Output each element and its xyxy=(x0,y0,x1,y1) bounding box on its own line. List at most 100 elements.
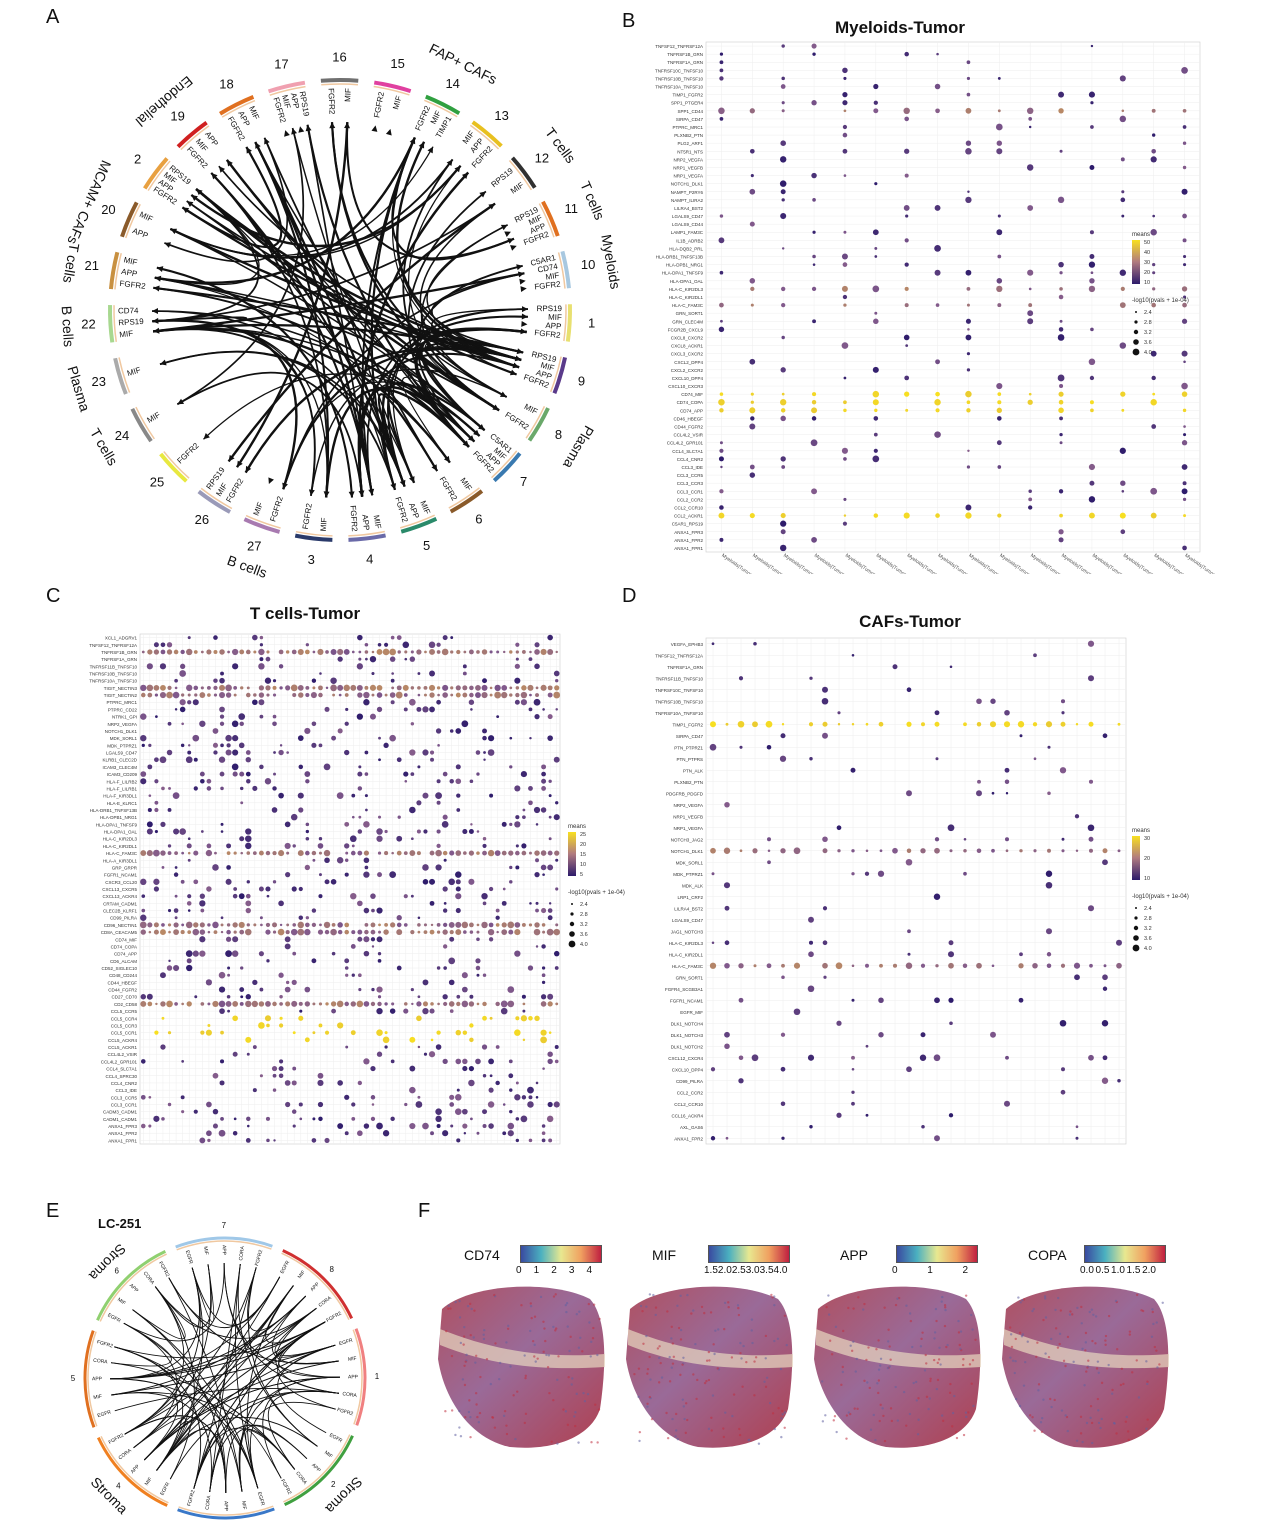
dot xyxy=(356,1000,364,1008)
dot xyxy=(383,742,389,748)
tissue-spot xyxy=(1094,1342,1097,1345)
dot xyxy=(390,678,395,683)
dot xyxy=(475,958,481,964)
tissue-spot xyxy=(1009,1333,1013,1336)
dot xyxy=(905,858,913,866)
dot xyxy=(1074,814,1080,819)
dot xyxy=(548,1138,553,1143)
sector-number: 9 xyxy=(578,373,585,388)
tissue-spot xyxy=(464,1415,467,1419)
dot xyxy=(358,973,362,978)
dot xyxy=(934,205,941,211)
dot xyxy=(991,964,995,968)
dot xyxy=(455,893,462,900)
dot xyxy=(793,847,801,855)
dot xyxy=(167,721,172,726)
dot xyxy=(520,1015,528,1022)
tissue-spot xyxy=(841,1329,845,1333)
dot xyxy=(719,270,724,275)
dot xyxy=(751,1054,759,1062)
dot xyxy=(140,1059,146,1064)
dot xyxy=(357,1130,363,1137)
gene-label: FGFR2 xyxy=(503,410,530,432)
dot xyxy=(906,721,912,727)
dot xyxy=(167,1102,172,1107)
dot xyxy=(396,965,402,971)
row-label: DLK1_NOTCH2 xyxy=(671,1044,704,1049)
dot xyxy=(1059,287,1063,291)
dot xyxy=(476,1002,480,1006)
tissue-spot xyxy=(641,1309,644,1313)
dot xyxy=(218,1000,226,1008)
dot xyxy=(476,930,480,934)
dot xyxy=(349,835,357,843)
tissue-spot xyxy=(886,1366,890,1370)
dot xyxy=(259,987,264,992)
tissue-spot xyxy=(939,1363,942,1366)
gene-label: MIF xyxy=(119,329,134,340)
row-label: SPP1_PTGER4 xyxy=(671,101,704,106)
dot xyxy=(749,148,755,154)
dot xyxy=(318,837,323,841)
tissue-spot xyxy=(962,1433,966,1437)
dot xyxy=(330,928,337,936)
dot xyxy=(1088,91,1095,98)
dot xyxy=(501,850,507,856)
sector-arc xyxy=(177,1507,275,1520)
chord-link xyxy=(193,1427,296,1489)
tissue-spot xyxy=(1033,1429,1036,1432)
dot xyxy=(430,1002,434,1006)
dot xyxy=(1032,722,1038,727)
dot xyxy=(996,229,1003,236)
dot xyxy=(500,1000,508,1008)
dot xyxy=(200,1030,205,1035)
dot xyxy=(547,850,553,856)
dot xyxy=(417,1045,421,1049)
dot xyxy=(808,951,814,958)
dot xyxy=(781,465,786,469)
dot xyxy=(181,923,185,927)
row-label: ANXA1_FPR2 xyxy=(674,538,703,543)
tissue-spot xyxy=(888,1345,891,1348)
row-label: CD8A_CEACAM5 xyxy=(101,930,138,935)
dot xyxy=(541,771,546,777)
link-arrowhead xyxy=(153,327,160,334)
dot xyxy=(976,722,982,727)
dot xyxy=(305,685,310,690)
dot xyxy=(750,400,754,404)
dot xyxy=(417,995,421,999)
chord-link xyxy=(431,272,525,354)
tissue-spot xyxy=(656,1347,660,1350)
dot xyxy=(299,1009,303,1013)
dot xyxy=(284,943,291,950)
dot xyxy=(259,643,264,647)
dot xyxy=(409,698,416,706)
dot xyxy=(547,1051,553,1057)
link-arrowhead xyxy=(478,424,485,431)
tissue-spot xyxy=(866,1381,869,1384)
dot xyxy=(245,750,251,755)
tissue-spot xyxy=(840,1383,843,1387)
dot xyxy=(503,650,506,654)
tissue-spot xyxy=(1104,1343,1107,1346)
dot xyxy=(336,792,344,799)
dot xyxy=(1117,849,1121,853)
dot xyxy=(284,842,291,849)
dot xyxy=(272,930,277,934)
dot xyxy=(331,1008,336,1014)
dot xyxy=(377,642,382,647)
row-label: CCL5_CCR4 xyxy=(111,1016,138,1021)
dot xyxy=(147,692,153,698)
gene-label: MIF xyxy=(540,361,556,373)
tissue-spot xyxy=(856,1407,859,1411)
dot xyxy=(155,1002,158,1006)
dot xyxy=(226,843,232,849)
dot xyxy=(357,1080,363,1086)
dot xyxy=(140,1000,147,1007)
tissue-spot xyxy=(1047,1355,1051,1359)
dot xyxy=(450,693,454,697)
dot xyxy=(936,52,939,56)
tissue-spot xyxy=(1024,1360,1027,1364)
tissue-spot xyxy=(597,1408,601,1411)
dot xyxy=(364,923,369,927)
